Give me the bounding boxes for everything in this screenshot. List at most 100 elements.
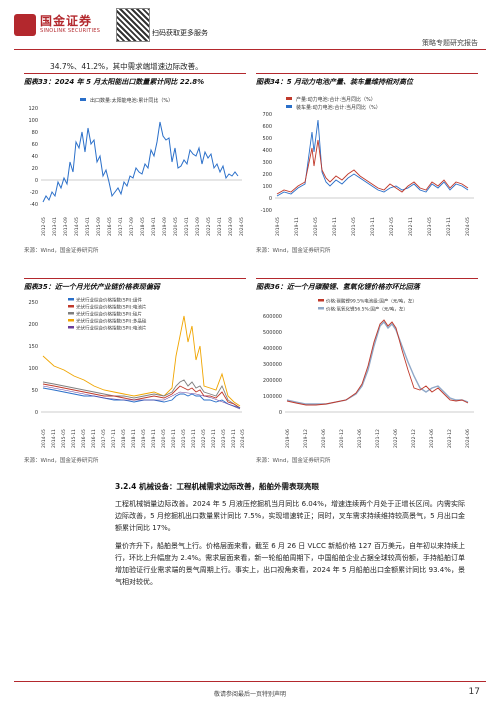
x-tick: 2021-01 xyxy=(184,217,190,236)
series-line-output xyxy=(276,139,469,195)
figure-34-chart: 产量:动力电池:合计:当月同比（%） 装车量:动力电池:合计:当月同比（%） 7… xyxy=(261,96,474,236)
y-tick: 0 xyxy=(35,178,38,184)
y-tick: 200 xyxy=(262,172,272,178)
x-tick: 2023-01 xyxy=(217,217,223,236)
x-tick: 2021-05 xyxy=(351,217,357,236)
x-tick: 2015-01 xyxy=(85,217,91,236)
y-tick: 500 xyxy=(262,136,272,142)
x-tick: 2020-05 xyxy=(173,217,179,236)
legend-label: 产量:动力电池:合计:当月同比（%） xyxy=(296,96,376,103)
x-tick: 2014-05 xyxy=(74,217,80,236)
legend-swatch xyxy=(68,298,74,301)
series-line-cell xyxy=(42,383,241,409)
x-tick: 2020-05 xyxy=(161,429,167,448)
x-tick: 2022-05 xyxy=(201,429,207,448)
qr-code-icon[interactable] xyxy=(116,8,150,42)
x-tick: 2019-11 xyxy=(294,217,300,236)
legend-swatch xyxy=(286,105,292,108)
x-tick: 2020-06 xyxy=(321,429,327,448)
x-tick: 2017-09 xyxy=(129,217,135,236)
x-tick: 2014-11 xyxy=(51,429,57,448)
footer-divider xyxy=(14,681,486,682)
figure-34-title: 图表34：5 月动力电池产量、装车量维持相对高位 xyxy=(256,73,478,90)
legend-label: 价格:碳酸锂99.5%电池级:国产（元/吨，左） xyxy=(326,298,417,305)
x-tick: 2021-11 xyxy=(370,217,376,236)
series-line-wafer xyxy=(42,379,241,409)
x-tick: 2019-06 xyxy=(285,429,291,448)
y-tick: 300 xyxy=(262,160,272,166)
y-tick: 0 xyxy=(279,410,282,416)
legend-swatch xyxy=(318,299,324,302)
legend-swatch xyxy=(318,307,324,310)
x-tick: 2022-11 xyxy=(408,217,414,236)
x-tick: 2015-09 xyxy=(96,217,102,236)
series-line-cell-2 xyxy=(42,385,241,410)
x-tick: 2021-06 xyxy=(357,429,363,448)
qr-caption: 扫码获取更多服务 xyxy=(152,29,208,37)
y-tick: 600 xyxy=(262,124,272,130)
y-tick: 0 xyxy=(269,196,272,202)
legend-swatch xyxy=(68,305,74,308)
x-tick: 2015-11 xyxy=(71,429,77,448)
figure-35-title: 图表35：近一个月光伏产业链价格表现偏弱 xyxy=(24,278,246,295)
x-tick: 2022-06 xyxy=(393,429,399,448)
x-tick: 2014-05 xyxy=(41,429,47,448)
x-tick: 2024-05 xyxy=(240,429,246,448)
legend: 光伏行业综合价格指数(SPI):组件 光伏行业综合价格指数(SPI):电池片 光… xyxy=(68,297,147,332)
legend-label: 光伏行业综合价格指数(SPI):电池片 xyxy=(76,325,147,332)
y-tick: 0 xyxy=(35,410,38,416)
x-tick: 2023-11 xyxy=(231,429,237,448)
y-axis-ticks: 600000 500000 400000 300000 200000 10000… xyxy=(263,314,282,416)
section-heading: 3.2.4 机械设备：工程机械需求边际改善，船舶外需表现亮眼 xyxy=(115,482,319,491)
x-tick: 2023-09 xyxy=(228,217,234,236)
legend-swatch xyxy=(68,319,74,322)
y-axis-ticks: 250 200 150 100 50 0 xyxy=(28,300,38,416)
x-axis-ticks: 2012-05 2013-01 2013-09 2014-05 2015-01 … xyxy=(41,217,245,236)
x-tick: 2017-05 xyxy=(101,429,107,448)
x-tick: 2016-05 xyxy=(107,217,113,236)
legend-label: 装车量:动力电池:合计:当月同比（%） xyxy=(296,104,381,111)
brand-name-en: SINOLINK SECURITIES xyxy=(40,28,101,34)
x-tick: 2022-12 xyxy=(411,429,417,448)
x-tick: 2022-05 xyxy=(206,217,212,236)
series-line-polysilicon xyxy=(42,315,241,407)
y-tick: 100 xyxy=(28,366,38,372)
x-tick: 2017-01 xyxy=(118,217,124,236)
y-tick: -20 xyxy=(30,190,38,196)
report-type: 策略专题研究报告 xyxy=(422,39,478,47)
figure-36-source: 来源：Wind，国金证券研究所 xyxy=(256,458,331,464)
y-tick: -100 xyxy=(261,208,272,214)
x-tick: 2022-11 xyxy=(211,429,217,448)
figure-34-source: 来源：Wind，国金证券研究所 xyxy=(256,248,331,254)
y-tick: 120 xyxy=(28,106,38,112)
y-tick: 60 xyxy=(32,142,38,148)
y-tick: 100 xyxy=(262,184,272,190)
series-line-installed xyxy=(276,119,469,197)
y-tick: 100000 xyxy=(263,394,282,400)
header-divider xyxy=(14,49,486,50)
x-tick: 2021-12 xyxy=(375,429,381,448)
x-tick: 2022-05 xyxy=(389,217,395,236)
y-tick: 700 xyxy=(262,112,272,118)
figure-35-source: 来源：Wind，国金证券研究所 xyxy=(24,458,99,464)
y-tick: 500000 xyxy=(263,330,282,336)
x-tick: 2020-11 xyxy=(171,429,177,448)
x-tick: 2017-11 xyxy=(111,429,117,448)
x-tick: 2023-05 xyxy=(427,217,433,236)
y-tick: 400000 xyxy=(263,346,282,352)
x-tick: 2021-11 xyxy=(191,429,197,448)
x-tick: 2015-05 xyxy=(61,429,67,448)
y-tick: -40 xyxy=(30,202,38,208)
brand-name-cn: 国金证券 xyxy=(40,14,93,28)
x-tick: 2023-11 xyxy=(446,217,452,236)
y-tick: 400 xyxy=(262,148,272,154)
legend-label: 光伏行业综合价格指数(SPI):硅片 xyxy=(76,311,142,318)
y-tick: 20 xyxy=(32,166,38,172)
y-tick: 100 xyxy=(28,118,38,124)
x-tick: 2020-12 xyxy=(339,429,345,448)
y-axis-ticks: 700 600 500 400 300 200 100 0 -100 xyxy=(261,112,272,214)
x-tick: 2024-05 xyxy=(465,217,471,236)
x-axis-ticks: 2014-05 2014-11 2015-05 2015-11 2016-05 … xyxy=(41,429,246,448)
x-tick: 2023-06 xyxy=(429,429,435,448)
brand-logo-icon xyxy=(14,14,36,36)
